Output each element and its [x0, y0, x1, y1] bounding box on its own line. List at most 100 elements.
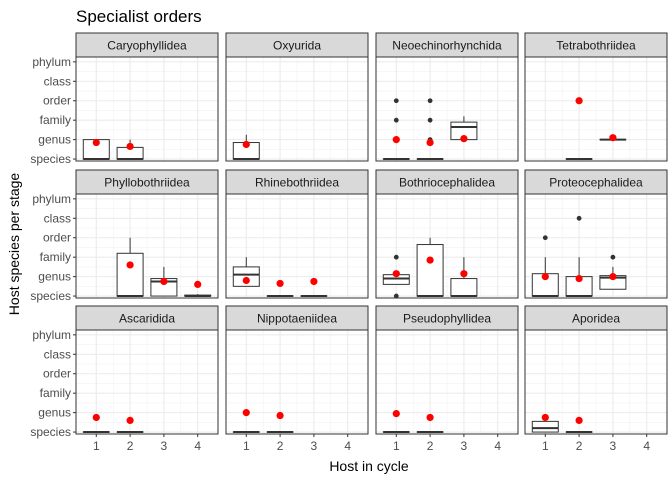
- y-tick-label: order: [43, 367, 71, 381]
- facet-strip-label: Tetrabothriidea: [556, 39, 636, 53]
- mean-point: [126, 143, 133, 150]
- mean-point: [542, 273, 549, 280]
- y-tick-label: family: [40, 386, 71, 400]
- y-tick-label: species: [30, 152, 71, 166]
- y-tick-label: order: [43, 231, 71, 245]
- y-tick-label: phylum: [32, 55, 71, 69]
- x-tick-label: 1: [542, 439, 549, 453]
- facet-panel: Aporidea 1 2 3 4: [525, 306, 667, 453]
- box-group: [117, 140, 143, 159]
- facet-panel: Rhinebothriidea: [226, 170, 368, 298]
- box-group: [600, 134, 626, 141]
- y-tick-label: species: [30, 425, 71, 439]
- chart-title: Specialist orders: [76, 7, 202, 26]
- mean-point: [542, 414, 549, 421]
- mean-point: [243, 141, 250, 148]
- facet-strip-label: Pseudophyllidea: [403, 312, 491, 326]
- mean-point: [460, 135, 467, 142]
- box-group: [117, 238, 143, 296]
- outlier-point: [611, 255, 616, 260]
- mean-point: [460, 270, 467, 277]
- mean-point: [426, 139, 433, 146]
- outlier-point: [428, 118, 433, 123]
- x-tick-label: 2: [277, 439, 284, 453]
- box-group: [83, 139, 109, 159]
- outlier-point: [394, 98, 399, 103]
- x-tick-label: 3: [461, 439, 468, 453]
- facet-strip-label: Aporidea: [572, 312, 620, 326]
- mean-point: [575, 97, 582, 104]
- x-axis-title: Host in cycle: [329, 458, 409, 474]
- box-body: [451, 279, 477, 296]
- mean-point: [276, 280, 283, 287]
- mean-point: [609, 273, 616, 280]
- facet-panel: Neoechinorhynchida: [376, 33, 518, 161]
- y-tick-label: phylum: [32, 192, 71, 206]
- facet-panel: Phyllobothriidea species genus family order c…: [30, 170, 218, 303]
- mean-point: [426, 414, 433, 421]
- facet-panel: Ascarididaspeciesgenusfamilyorderclassph…: [30, 306, 218, 453]
- outlier-point: [428, 98, 433, 103]
- mean-point: [575, 417, 582, 424]
- x-tick-label: 1: [393, 439, 400, 453]
- facet-strip-label: Oxyurida: [273, 39, 321, 53]
- facet-strip-label: Rhinebothriidea: [255, 176, 339, 190]
- x-tick-label: 3: [161, 439, 168, 453]
- x-tick-label: 1: [243, 439, 250, 453]
- x-tick-label: 2: [576, 439, 583, 453]
- x-tick-label: 4: [643, 439, 650, 453]
- y-tick-label: genus: [38, 406, 71, 420]
- facet-strip-label: Phyllobothriidea: [104, 176, 190, 190]
- mean-point: [393, 136, 400, 143]
- facet-grid: Caryophyllidea species genus family order cla…: [30, 33, 667, 453]
- x-tick-label: 4: [494, 439, 501, 453]
- mean-point: [575, 275, 582, 282]
- mean-point: [243, 277, 250, 284]
- box-group: [233, 257, 259, 286]
- mean-point: [160, 278, 167, 285]
- y-tick-label: family: [40, 250, 71, 264]
- y-tick-label: genus: [38, 270, 71, 284]
- mean-point: [126, 261, 133, 268]
- mean-point: [609, 134, 616, 141]
- box-group: [233, 135, 259, 159]
- facet-panel: Tetrabothriidea: [525, 33, 667, 161]
- facet-strip-label: Neoechinorhynchida: [392, 39, 502, 53]
- outlier-point: [394, 255, 399, 260]
- y-tick-label: order: [43, 94, 71, 108]
- facet-panel: Oxyurida: [226, 33, 368, 161]
- box-group: [151, 267, 177, 296]
- facet-strip-label: Nippotaeniidea: [257, 312, 337, 326]
- mean-point: [310, 278, 317, 285]
- y-tick-label: class: [44, 347, 71, 361]
- box-body: [532, 421, 558, 432]
- facet-panel: Pseudophyllidea 1 2 3 4: [376, 306, 518, 453]
- outlier-point: [394, 118, 399, 123]
- x-tick-label: 3: [311, 439, 318, 453]
- x-tick-label: 2: [427, 439, 434, 453]
- outlier-point: [577, 216, 582, 221]
- box-body: [417, 245, 443, 297]
- y-tick-label: class: [44, 211, 71, 225]
- x-tick-label: 1: [93, 439, 100, 453]
- x-tick-label: 4: [194, 439, 201, 453]
- x-tick-label: 3: [610, 439, 617, 453]
- x-tick-label: 2: [127, 439, 134, 453]
- y-axis-title: Host species per stage: [6, 173, 22, 316]
- mean-point: [393, 410, 400, 417]
- box-group: [532, 414, 558, 432]
- mean-point: [243, 409, 250, 416]
- y-tick-label: family: [40, 113, 71, 127]
- y-tick-label: class: [44, 74, 71, 88]
- facet-panel: Nippotaeniidea 1 2 3 4: [226, 306, 368, 453]
- x-tick-label: 4: [344, 439, 351, 453]
- y-tick-label: genus: [38, 133, 71, 147]
- y-tick-label: species: [30, 289, 71, 303]
- facet-panel: Caryophyllidea species genus family order cla…: [30, 33, 218, 166]
- box-group: [417, 238, 443, 296]
- mean-point: [194, 281, 201, 288]
- facet-strip-label: Caryophyllidea: [107, 39, 187, 53]
- facet-strip-label: Bothriocephalidea: [399, 176, 495, 190]
- box-body: [117, 253, 143, 296]
